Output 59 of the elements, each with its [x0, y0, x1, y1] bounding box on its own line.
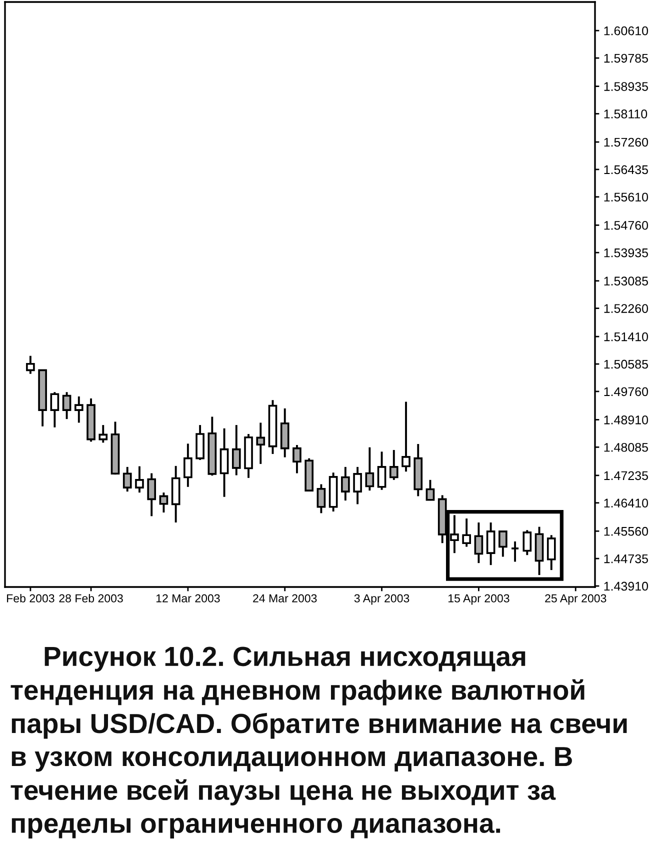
y-tick-label: 1.49760 — [604, 387, 648, 396]
candlestick — [220, 427, 229, 498]
y-tick-label: 1.53085 — [604, 276, 648, 286]
candlestick — [474, 522, 484, 564]
candlestick — [74, 395, 84, 424]
candlestick — [159, 492, 168, 514]
candlestick — [316, 483, 326, 514]
x-tick-label: 15 Apr 2003 — [448, 594, 510, 605]
candlestick — [377, 450, 386, 491]
candlestick — [402, 400, 410, 473]
y-tick-label: 1.43910 — [604, 582, 648, 591]
y-tick-label: 1.55610 — [604, 192, 648, 202]
y-tick-label: 1.59785 — [604, 54, 648, 63]
x-tick-label: 28 Feb 2003 — [59, 594, 123, 602]
y-tick-label: 1.48910 — [604, 416, 648, 424]
y-tick-label: 1.56435 — [604, 165, 648, 174]
candlestick — [292, 444, 302, 474]
candlestick — [341, 466, 350, 502]
candlestick — [353, 466, 362, 506]
y-tick-label: 1.46410 — [604, 498, 648, 508]
y-tick-label: 1.45560 — [604, 526, 648, 536]
y-tick-label: 1.47235 — [604, 471, 648, 480]
candlestick — [135, 465, 144, 494]
candlestick — [389, 449, 398, 481]
text: Рисунок 10.2. Сильная нисходящая тенденция на дневном графике валютной пары USD/CAD. Обратите внимание на свечи в узком консолидационном диапазоне. В течение всей паузы цена не выходит за пределы ограниченного диапазона. — [10, 646, 627, 838]
candlestick — [184, 442, 192, 488]
y-tick-label: 1.44735 — [604, 554, 648, 564]
y-tick-label: 1.58110 — [604, 110, 648, 118]
y-tick-label: 1.53935 — [604, 248, 648, 258]
y-tick-label: 1.52260 — [604, 304, 648, 313]
candlestick — [26, 354, 35, 375]
y-tick-label: 1.48085 — [604, 442, 648, 452]
y-tick-label: 1.50585 — [604, 360, 648, 369]
y-tick-label: 1.57260 — [604, 138, 648, 147]
y-tick-label: 1.54760 — [604, 220, 648, 230]
x-tick-label: 25 Apr 2003 — [545, 594, 606, 605]
candlestick — [522, 529, 532, 556]
candlestick — [365, 446, 374, 492]
x-tick-label: 24 Mar 2003 — [253, 594, 317, 602]
candlestick — [98, 424, 108, 444]
candlestick — [486, 522, 496, 566]
candlestick — [62, 391, 72, 420]
y-tick-label: 1.51410 — [604, 332, 648, 342]
candlestick — [546, 534, 556, 572]
candlestick — [426, 478, 435, 502]
candlestick — [462, 518, 471, 548]
candlestick — [510, 540, 520, 563]
candlestick — [147, 472, 156, 518]
candlestick — [122, 466, 132, 493]
candlestick — [450, 514, 459, 554]
candlestick — [50, 391, 60, 428]
candlestick — [232, 424, 241, 476]
x-tick-label: 12 Mar 2003 — [156, 594, 220, 602]
x-tick-label: 3 Apr 2003 — [354, 594, 410, 605]
y-tick-label: 1.60610 — [604, 26, 648, 36]
y-tick-label: 1.58935 — [604, 82, 648, 91]
x-tick-label: Feb 2003 — [7, 594, 54, 602]
candlestick — [256, 422, 266, 465]
candlestick — [498, 530, 508, 558]
